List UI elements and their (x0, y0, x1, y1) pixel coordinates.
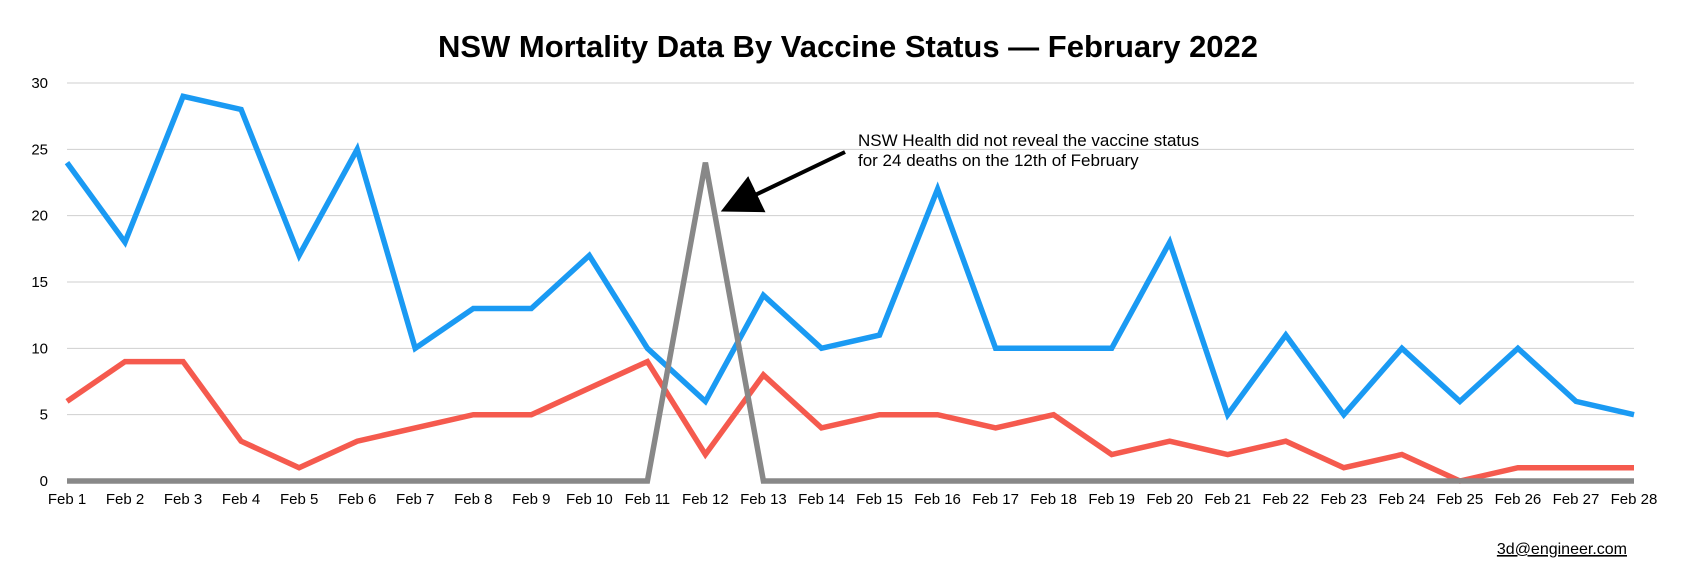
y-tick-label: 5 (40, 407, 48, 424)
x-tick-label: Feb 24 (1379, 491, 1426, 508)
x-tick-label: Feb 21 (1204, 491, 1251, 508)
y-tick-label: 10 (31, 340, 48, 357)
x-tick-label: Feb 2 (106, 491, 144, 508)
x-tick-label: Feb 17 (972, 491, 1019, 508)
x-axis-tick-labels: Feb 1 Feb 2 Feb 3 Feb 4 Feb 5 Feb 6 Feb 7 Feb 8… (48, 491, 1658, 508)
x-tick-label: Feb 1 (48, 491, 86, 508)
x-tick-label: Feb 23 (1320, 491, 1367, 508)
x-tick-label: Feb 16 (914, 491, 961, 508)
y-tick-label: 25 (31, 141, 48, 158)
annotation-line-2: for 24 deaths on the 12th of February (858, 151, 1139, 170)
series-line-1 (64, 93, 1635, 421)
y-tick-label: 30 (31, 75, 48, 92)
x-tick-label: Feb 27 (1553, 491, 1600, 508)
x-tick-label: Feb 28 (1611, 491, 1658, 508)
y-tick-label: 15 (31, 274, 48, 291)
x-tick-label: Feb 12 (682, 491, 729, 508)
y-tick-label: 0 (40, 473, 48, 490)
x-tick-label: Feb 19 (1088, 491, 1135, 508)
x-tick-label: Feb 3 (164, 491, 202, 508)
y-tick-label: 20 (31, 208, 48, 225)
x-tick-label: Feb 22 (1262, 491, 1309, 508)
x-tick-label: Feb 25 (1437, 491, 1484, 508)
credit-link[interactable]: 3d@engineer.com (1497, 541, 1627, 558)
gridlines (67, 82, 1634, 416)
x-tick-label: Feb 20 (1146, 491, 1193, 508)
y-axis-tick-labels: 0 5 10 15 20 25 30 (31, 75, 48, 490)
x-tick-label: Feb 11 (625, 491, 671, 508)
x-tick-label: Feb 26 (1495, 491, 1542, 508)
series-line-2 (65, 358, 1634, 484)
x-tick-label: Feb 4 (222, 491, 260, 508)
annotation: NSW Health did not reveal the vaccine st… (720, 131, 1199, 213)
x-tick-label: Feb 5 (280, 491, 318, 508)
x-tick-label: Feb 15 (856, 491, 903, 508)
x-tick-label: Feb 13 (740, 491, 787, 508)
x-tick-label: Feb 7 (396, 491, 434, 508)
series-line-3 (67, 162, 1634, 484)
annotation-arrow (720, 150, 846, 213)
series-lines (64, 93, 1635, 484)
x-tick-label: Feb 14 (798, 491, 845, 508)
x-tick-label: Feb 10 (566, 491, 613, 508)
chart-title: NSW Mortality Data By Vaccine Status — F… (438, 29, 1258, 64)
x-tick-label: Feb 9 (512, 491, 550, 508)
x-tick-label: Feb 18 (1030, 491, 1077, 508)
annotation-line-1: NSW Health did not reveal the vaccine st… (858, 131, 1199, 150)
x-tick-label: Feb 8 (454, 491, 492, 508)
x-tick-label: Feb 6 (338, 491, 376, 508)
